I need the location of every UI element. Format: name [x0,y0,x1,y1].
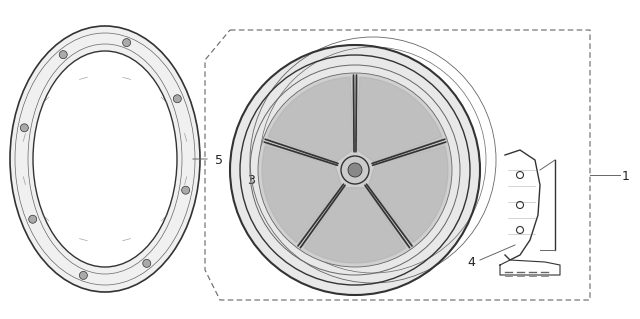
Text: 5: 5 [215,153,223,167]
Circle shape [60,51,67,59]
Text: 4: 4 [467,256,475,270]
Polygon shape [356,77,442,162]
Circle shape [182,186,189,194]
Circle shape [123,39,131,47]
Circle shape [20,124,28,132]
Circle shape [79,271,88,279]
Text: 3: 3 [247,174,255,187]
Polygon shape [268,77,354,162]
Polygon shape [305,188,406,263]
Circle shape [348,163,362,177]
Circle shape [173,95,181,103]
Ellipse shape [33,51,177,267]
Polygon shape [368,146,448,242]
Circle shape [258,73,452,267]
Circle shape [230,45,480,295]
Circle shape [29,215,36,223]
Circle shape [143,259,151,267]
Polygon shape [262,146,342,242]
Ellipse shape [10,26,200,292]
Circle shape [341,156,369,184]
Text: 1: 1 [622,169,630,182]
Text: 2: 2 [427,112,435,124]
